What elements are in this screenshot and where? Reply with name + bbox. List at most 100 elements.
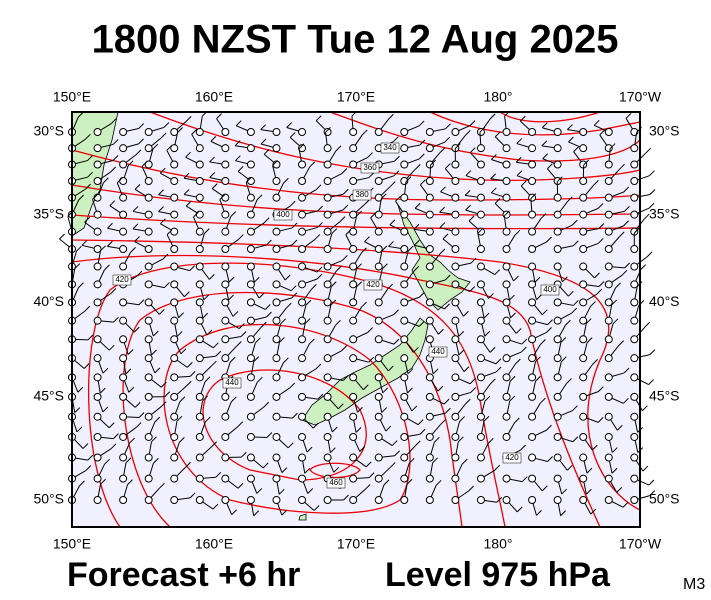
- station: [119, 453, 128, 462]
- barb-flag: [411, 405, 418, 412]
- barb-flag: [541, 485, 548, 492]
- barb-flag: [85, 465, 92, 471]
- barb-flag: [389, 462, 396, 468]
- barb-flag: [516, 506, 523, 513]
- contour-label: 380: [355, 190, 369, 199]
- barb-flag: [266, 432, 273, 438]
- lat-tick-label: 35°S: [33, 205, 64, 221]
- barb-flag: [381, 245, 388, 252]
- barb-flag: [87, 171, 93, 178]
- barb-flag: [337, 403, 344, 410]
- station: [528, 210, 537, 219]
- barb-flag: [212, 342, 219, 349]
- barb-flag: [289, 200, 296, 207]
- barb-flag: [645, 147, 652, 154]
- barb-flag: [419, 428, 426, 435]
- station: [272, 354, 281, 363]
- barb-flag: [368, 472, 375, 478]
- barb-flag: [642, 465, 649, 472]
- barb-flag: [562, 276, 568, 283]
- station: [93, 193, 102, 202]
- barb-flag: [304, 318, 311, 324]
- contour-label-box: [222, 377, 242, 389]
- barb-flag: [623, 186, 630, 193]
- station: [528, 316, 537, 325]
- station: [476, 373, 485, 382]
- station: [502, 128, 511, 136]
- station: [272, 262, 281, 271]
- barb-flag: [560, 510, 566, 517]
- station: [502, 335, 511, 344]
- station: [630, 144, 639, 153]
- station: [298, 373, 307, 382]
- barb-flag: [463, 310, 469, 317]
- station: [221, 193, 230, 202]
- barb-flag: [203, 228, 210, 234]
- barb-flag: [189, 265, 196, 272]
- station: [579, 227, 588, 236]
- barb-flag: [133, 326, 140, 333]
- barb-flag: [238, 323, 245, 329]
- barb-flag: [325, 126, 331, 133]
- barb-flag: [314, 234, 321, 240]
- barb-flag: [419, 291, 425, 298]
- barb-flag: [598, 281, 605, 287]
- station: [272, 496, 281, 504]
- barb-flag: [572, 240, 579, 247]
- lat-tick-label: 40°S: [33, 293, 64, 309]
- station: [451, 412, 460, 421]
- station: [272, 392, 281, 401]
- barb-flag: [364, 236, 370, 243]
- barb-flag: [211, 183, 218, 189]
- barb-flag: [465, 204, 471, 211]
- barb-flag: [179, 396, 186, 403]
- barb-flag: [356, 263, 362, 270]
- barb-flag: [640, 264, 647, 270]
- barb-flag: [435, 479, 442, 486]
- barb-flag: [585, 318, 592, 324]
- barb-flag: [245, 177, 252, 183]
- station: [400, 210, 409, 219]
- barb-flag: [342, 188, 349, 195]
- barb-flag: [615, 282, 621, 289]
- barb-flag: [521, 476, 528, 483]
- station: [528, 262, 537, 271]
- barb-flag: [494, 131, 501, 138]
- barb-flag: [413, 223, 420, 230]
- station: [579, 412, 588, 421]
- station: [502, 160, 511, 169]
- station: [246, 227, 255, 236]
- barb-flag: [253, 276, 260, 283]
- barb-flag: [237, 234, 244, 240]
- lat-tick-label: 45°S: [33, 388, 64, 404]
- station: [170, 176, 179, 185]
- station: [400, 160, 409, 169]
- barb-flag: [509, 294, 515, 301]
- lon-tick-label: 170°E: [337, 89, 375, 105]
- station: [195, 210, 204, 219]
- barb-flag: [516, 138, 523, 144]
- station: [323, 298, 332, 307]
- station: [221, 316, 230, 325]
- barb-flag: [108, 422, 115, 429]
- barb-flag: [387, 283, 393, 290]
- station: [323, 316, 332, 325]
- barb-flag: [361, 129, 368, 136]
- station: [272, 144, 281, 153]
- barb-flag: [444, 303, 450, 310]
- station: [144, 210, 153, 219]
- barb-flag: [185, 151, 191, 158]
- contour-label: 420: [115, 275, 129, 284]
- barb-flag: [361, 247, 367, 254]
- barb-flag: [381, 407, 388, 413]
- station: [425, 176, 434, 185]
- barb-flag: [185, 380, 192, 387]
- barb-flag: [648, 379, 654, 385]
- barb-flag: [256, 376, 263, 383]
- lat-tick-label: 50°S: [33, 491, 64, 507]
- station: [246, 335, 255, 344]
- station: [195, 227, 204, 236]
- barb-flag: [177, 127, 183, 133]
- barb-flag: [541, 309, 548, 316]
- contour-label-box: [380, 142, 400, 154]
